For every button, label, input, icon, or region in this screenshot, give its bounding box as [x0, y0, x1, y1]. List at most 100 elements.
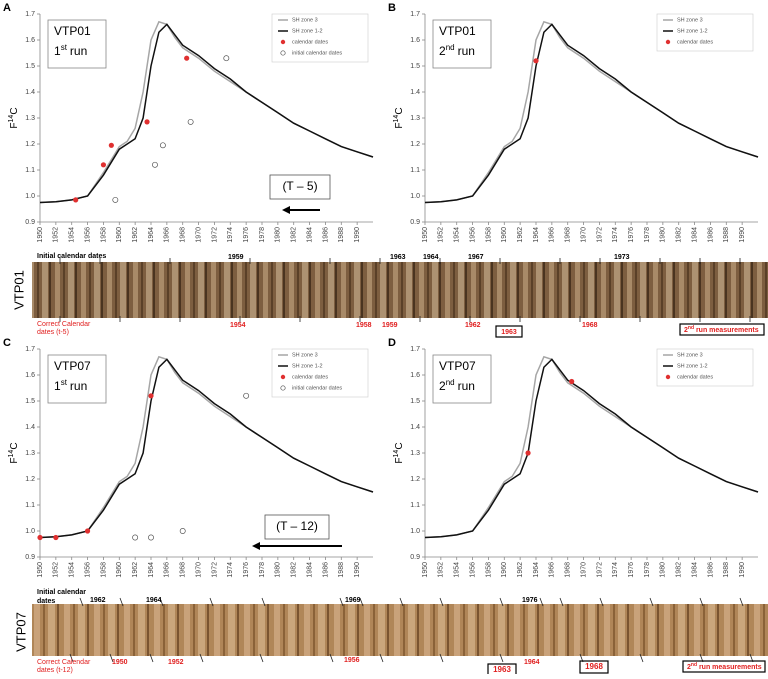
legend-label: SH zone 1-2 — [677, 28, 708, 34]
x-tick-label: 1980 — [660, 227, 667, 243]
y-axis-label: F14C — [393, 107, 405, 128]
legend-box — [271, 13, 369, 63]
calendar-date-point — [184, 55, 190, 61]
y-label-part: F — [9, 122, 20, 128]
x-tick-label: 1956 — [469, 562, 476, 578]
y-tick-label: 1.6 — [410, 372, 420, 379]
y-tick-label: 0.9 — [25, 554, 35, 561]
y-label-part: F — [394, 122, 405, 128]
x-tick-label: 1986 — [322, 562, 329, 578]
y-tick-label: 1.7 — [25, 11, 35, 18]
x-tick-label: 1974 — [227, 562, 234, 578]
strip-bottom-date: 1958 — [356, 322, 372, 329]
x-tick-label: 1986 — [707, 227, 714, 243]
x-tick-label: 1972 — [211, 562, 218, 578]
x-tick-label: 1956 — [84, 227, 91, 243]
ring-ticks — [59, 258, 751, 322]
x-tick-label: 1970 — [195, 227, 202, 243]
panel: A 0.9 1.0 1.1 1.2 1.3 1.4 1.5 1.6 1.7 1950 1952 1954… — [3, 2, 374, 243]
initial-date-point — [187, 118, 194, 125]
strip-vtp01: Initial calendar dates 1959 1963 1964 19… — [11, 253, 768, 338]
x-tick-label: 1956 — [469, 227, 476, 243]
y-label-part: C — [394, 442, 405, 449]
y-label-part: 14 — [393, 450, 400, 458]
x-tick-label: 1954 — [454, 227, 461, 243]
run-suffix: nd — [446, 378, 455, 387]
series-line — [424, 23, 759, 204]
x-tick-label: 1968 — [180, 562, 187, 578]
calendar-date-point — [37, 534, 43, 541]
x-tick-label: 1976 — [628, 562, 635, 578]
x-tick-label: 1956 — [84, 562, 91, 578]
y-tick-label: 1.5 — [410, 398, 420, 405]
run-label: 1st run — [54, 43, 87, 58]
run-word: run — [458, 379, 475, 393]
x-tick-label: 1958 — [485, 227, 492, 243]
y-tick-label: 1.1 — [410, 167, 420, 174]
x-tick-label: 1954 — [454, 562, 461, 578]
panel-letter: D — [388, 337, 396, 349]
series-line — [39, 358, 374, 539]
strip-note: 2nd run measurements — [687, 662, 762, 671]
strip-bottom-date: 1950 — [112, 659, 128, 666]
x-tick-label: 1976 — [628, 227, 635, 243]
annotation-box — [264, 514, 330, 540]
x-tick-label: 1950 — [422, 562, 429, 578]
sample-box — [432, 19, 492, 69]
calendar-date-point — [533, 58, 539, 64]
y-tick-label: 1.7 — [410, 346, 420, 353]
x-tick-label: 1972 — [596, 562, 603, 578]
y-tick-label: 1.0 — [410, 193, 420, 200]
y-tick-label: 1.0 — [25, 193, 35, 200]
wood-image — [32, 262, 768, 318]
x-tick-label: 1990 — [354, 562, 361, 578]
y-tick-label: 1.4 — [25, 89, 35, 96]
x-tick-label: 1984 — [306, 562, 313, 578]
x-tick-label: 1962 — [132, 227, 139, 243]
x-tick-label: 1988 — [338, 562, 345, 578]
arrow-head — [252, 542, 260, 550]
strip-bottom-date: 1954 — [230, 322, 246, 329]
legend-box — [271, 348, 369, 398]
annotation: (T – 5) — [282, 179, 317, 193]
x-tick-label: 1986 — [707, 562, 714, 578]
x-tick-label: 1980 — [275, 227, 282, 243]
x-tick-label: 1976 — [243, 562, 250, 578]
x-tick-label: 1980 — [275, 562, 282, 578]
legend-label: initial calendar dates — [292, 385, 342, 391]
y-tick-label: 1.4 — [25, 424, 35, 431]
run-number: 2 — [439, 379, 446, 393]
y-tick-label: 1.0 — [410, 528, 420, 535]
x-tick-label: 1964 — [148, 562, 155, 578]
run-suffix: st — [61, 43, 68, 52]
x-tick-label: 1960 — [501, 562, 508, 578]
x-tick-label: 1972 — [211, 227, 218, 243]
x-tick-label: 1958 — [100, 227, 107, 243]
legend-swatch — [665, 39, 671, 45]
strip-bottom-date: 1968 — [582, 322, 598, 329]
strip-vtp07: Initial calendar dates 1962 1964 1969 19… — [13, 589, 768, 677]
x-tick-label: 1986 — [322, 227, 329, 243]
y-label-part: 14 — [8, 115, 15, 123]
x-tick-label: 1982 — [676, 227, 683, 243]
x-tick-label: 1990 — [739, 227, 746, 243]
calendar-date-point — [53, 534, 59, 541]
y-axis-label: F14C — [8, 442, 20, 463]
legend-label: calendar dates — [292, 374, 328, 380]
strip-top-title: Initial calendar dates — [37, 253, 106, 260]
x-tick-label: 1954 — [69, 227, 76, 243]
x-tick-label: 1988 — [723, 227, 730, 243]
x-tick-label: 1978 — [644, 227, 651, 243]
x-tick-label: 1964 — [148, 227, 155, 243]
x-tick-label: 1970 — [195, 562, 202, 578]
strip-top-date: 1964 — [423, 254, 439, 261]
x-tick-label: 1982 — [291, 562, 298, 578]
calendar-date-point — [108, 142, 114, 148]
x-tick-label: 1964 — [533, 562, 540, 578]
sample-name: VTP01 — [54, 24, 91, 38]
run-word: run — [70, 379, 87, 393]
run-label: 2nd run — [439, 378, 475, 393]
sample-box — [47, 19, 107, 69]
y-tick-label: 1.1 — [25, 502, 35, 509]
